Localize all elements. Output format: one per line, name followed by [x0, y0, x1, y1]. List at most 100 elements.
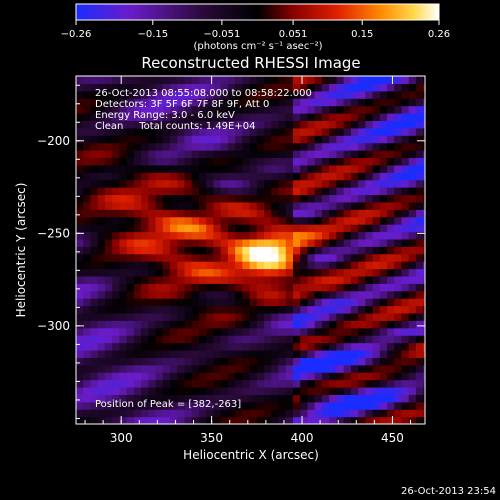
heatmap-cell: [394, 164, 403, 173]
heatmap-cell: [126, 386, 135, 395]
heatmap-cell: [119, 209, 128, 218]
heatmap-cell: [372, 201, 381, 210]
heatmap-cell: [314, 261, 323, 270]
heatmap-cell: [191, 327, 200, 336]
heatmap-cell: [278, 172, 287, 181]
heatmap-cell: [271, 105, 280, 114]
heatmap-cell: [264, 409, 272, 418]
heatmap-cell: [365, 312, 374, 321]
heatmap-cell: [235, 364, 243, 373]
heatmap-cell: [133, 261, 142, 270]
heatmap-cell: [387, 127, 395, 136]
heatmap-cell: [155, 357, 164, 366]
heatmap-cell: [350, 194, 359, 203]
heatmap-cell: [90, 275, 99, 284]
heatmap-cell: [76, 409, 84, 418]
heatmap-cell: [343, 327, 352, 336]
heatmap-cell: [191, 187, 200, 196]
heatmap-cell: [415, 135, 424, 144]
heatmap-cell: [242, 187, 251, 196]
heatmap-cell: [235, 135, 243, 144]
heatmap-cell: [372, 194, 381, 203]
heatmap-cell: [314, 342, 323, 351]
heatmap-cell: [249, 98, 258, 107]
heatmap-cell: [314, 401, 323, 410]
heatmap-cell: [264, 401, 272, 410]
heatmap-cell: [401, 187, 410, 196]
heatmap-cell: [387, 209, 395, 218]
heatmap-cell: [191, 238, 200, 247]
heatmap-cell: [213, 164, 222, 173]
heatmap-cell: [379, 342, 388, 351]
heatmap-cell: [133, 209, 142, 218]
heatmap-cell: [343, 209, 352, 218]
heatmap-cell: [336, 179, 345, 188]
heatmap-cell: [300, 231, 309, 240]
heatmap-cell: [365, 253, 374, 262]
heatmap-cell: [358, 335, 366, 344]
heatmap-cell: [177, 275, 186, 284]
heatmap-cell: [112, 312, 120, 321]
heatmap-cell: [415, 290, 424, 299]
heatmap-cell: [119, 416, 128, 424]
heatmap-cell: [76, 83, 84, 92]
heatmap-cell: [372, 246, 381, 255]
heatmap-cell: [184, 349, 193, 358]
heatmap-cell: [379, 320, 388, 329]
heatmap-cell: [423, 120, 425, 129]
heatmap-cell: [408, 335, 417, 344]
heatmap-cell: [336, 357, 345, 366]
heatmap-cell: [408, 349, 417, 358]
heatmap-cell: [148, 164, 157, 173]
heatmap-cell: [227, 98, 236, 107]
heatmap-cell: [83, 357, 92, 366]
heatmap-cell: [415, 179, 424, 188]
heatmap-cell: [300, 364, 309, 373]
heatmap-cell: [155, 275, 164, 284]
heatmap-cell: [321, 312, 330, 321]
heatmap-cell: [278, 135, 287, 144]
heatmap-cell: [271, 98, 280, 107]
heatmap-cell: [372, 327, 381, 336]
heatmap-cell: [213, 320, 222, 329]
heatmap-cell: [242, 327, 251, 336]
heatmap-cell: [329, 290, 337, 299]
heatmap-cell: [83, 231, 92, 240]
heatmap-cell: [372, 142, 381, 151]
heatmap-cell: [321, 216, 330, 225]
heatmap-cell: [379, 209, 388, 218]
heatmap-cell: [415, 268, 424, 277]
heatmap-cell: [198, 246, 207, 255]
heatmap-cell: [227, 231, 236, 240]
heatmap-cell: [264, 268, 272, 277]
heatmap-cell: [415, 187, 424, 196]
heatmap-cell: [155, 349, 164, 358]
heatmap-cell: [307, 372, 316, 381]
heatmap-cell: [184, 164, 193, 173]
heatmap-cell: [336, 187, 345, 196]
heatmap-cell: [358, 105, 366, 114]
heatmap-cell: [119, 394, 128, 403]
heatmap-cell: [307, 416, 316, 424]
heatmap-cell: [387, 216, 395, 225]
heatmap-cell: [227, 157, 236, 166]
heatmap-cell: [112, 268, 120, 277]
heatmap-cell: [285, 238, 294, 247]
heatmap-cell: [141, 127, 149, 136]
heatmap-cell: [379, 172, 388, 181]
heatmap-cell: [213, 253, 222, 262]
heatmap-cell: [285, 298, 294, 307]
heatmap-cell: [126, 135, 135, 144]
heatmap-cell: [97, 394, 106, 403]
heatmap-cell: [112, 394, 120, 403]
heatmap-cell: [141, 357, 149, 366]
heatmap-cell: [213, 312, 222, 321]
heatmap-cell: [358, 216, 366, 225]
heatmap-cell: [83, 179, 92, 188]
heatmap-cell: [271, 150, 280, 159]
heatmap-cell: [97, 142, 106, 151]
heatmap-cell: [394, 216, 403, 225]
heatmap-cell: [307, 224, 316, 233]
heatmap-cell: [336, 164, 345, 173]
heatmap-cell: [415, 394, 424, 403]
